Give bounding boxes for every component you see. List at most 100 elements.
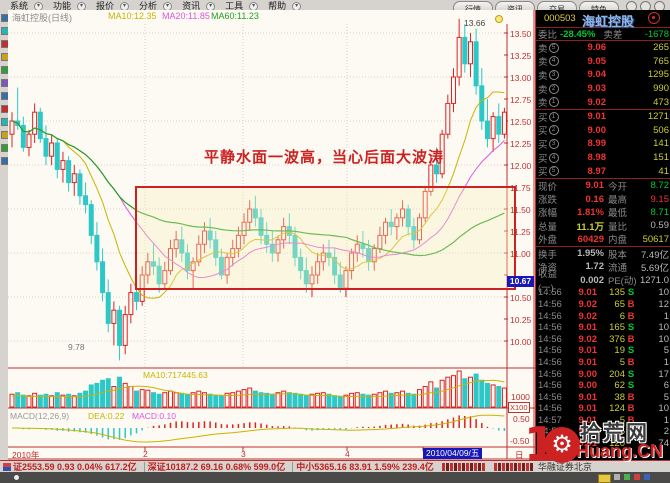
tick-volume: 38 — [614, 391, 625, 403]
tick-row-2[interactable]: 14:56 9.02 6 B 1 — [536, 310, 670, 322]
tick-time: 14:56 — [538, 380, 562, 392]
menu-item-2[interactable]: 报价 — [96, 1, 115, 11]
top-button-1[interactable]: 资讯 — [495, 1, 535, 10]
menubar: 系统 ▾ 功能 ▾ 报价 ▾ 分析 ▾ 资讯 ▾ 工具 ▾ 帮助 ▾ 行情 资讯 交易 特色 — [0, 0, 670, 11]
volume-bars-group — [9, 370, 507, 408]
menu-item-1[interactable]: 功能 — [53, 1, 72, 11]
ma60-line — [11, 120, 505, 257]
bid-price: 8.99 — [587, 138, 607, 150]
ask-volume: 265 — [653, 42, 669, 54]
ask-row-3[interactable]: 卖 2 9.03 990 — [536, 82, 670, 96]
info-row-3: 总量 11.1万 量比 0.59 — [536, 219, 670, 233]
tick-volume: 6 — [619, 310, 625, 322]
menu-item-3[interactable]: 分析 — [139, 1, 158, 11]
tick-row-9[interactable]: 14:56 9.01 38 B 5 — [536, 391, 670, 403]
info-value: 9.01 — [585, 180, 605, 192]
window-close-button[interactable] — [654, 1, 665, 10]
tick-flag: B — [627, 310, 635, 322]
tick-price: 9.01 — [578, 414, 598, 426]
bid-label: 买 — [538, 153, 548, 165]
menu-dropdown-icon[interactable]: ▾ — [163, 2, 173, 10]
tick-row-11[interactable]: 14:57 9.01 5 B 1 — [536, 415, 670, 427]
tick-price: 9.01 — [578, 391, 598, 403]
price-tick-label: 12.75 — [510, 95, 532, 105]
statusbar: 证2553.59 0.93 0.04% 617.2亿 深证10187.2 69.1… — [0, 460, 670, 473]
ask-level-num: 5 — [548, 42, 559, 53]
tick-row-4[interactable]: 14:56 9.02 376 B 10 — [536, 333, 670, 345]
tick-row-12[interactable]: 14:57 9.01 16 2 — [536, 426, 670, 438]
price-tick-label: 10.50 — [510, 293, 532, 303]
quote-panel: 000503 海虹控股 委比 -28.45% 卖差 -1678 卖 5 9.06 26… — [535, 10, 670, 460]
top-button-0[interactable]: 行情 — [453, 1, 493, 10]
info-row-4: 外盘 60429 内盘 50617 — [536, 233, 670, 247]
tick-row-0[interactable]: 14:56 9.01 135 S 10 — [536, 287, 670, 299]
tick-row-13[interactable]: 14:57 9.01 120 74 — [536, 438, 670, 450]
candlestick-chart[interactable] — [8, 10, 535, 460]
bid-row-2[interactable]: 买 3 8.99 141 — [536, 137, 670, 151]
ask-level-num: 2 — [548, 83, 559, 94]
info-label: 总量 — [538, 221, 558, 233]
top-button-2[interactable]: 交易 — [537, 1, 577, 10]
tick-time: 14:56 — [538, 298, 562, 310]
tick-time: 14:57 — [538, 414, 562, 426]
bid-volume: 506 — [653, 124, 669, 136]
info-value: 1.95% — [577, 248, 604, 260]
info-label: 涨幅 — [538, 208, 558, 220]
time-axis-month: 2 — [143, 449, 148, 459]
info-value: 5.69亿 — [641, 262, 669, 274]
ask-row-0[interactable]: 卖 5 9.06 265 — [536, 41, 670, 55]
tick-count: 10 — [658, 403, 669, 415]
tick-flag: S — [627, 380, 635, 392]
menu-item-4[interactable]: 资讯 — [182, 1, 201, 11]
tick-row-8[interactable]: 14:56 9.00 62 S 6 — [536, 380, 670, 392]
bid-row-4[interactable]: 买 5 8.97 41 — [536, 164, 670, 179]
tick-volume: 5 — [619, 414, 625, 426]
maicha-value: -1678 — [644, 28, 669, 40]
scroll-handle[interactable] — [14, 475, 19, 480]
menu-dropdown-icon[interactable]: ▾ — [120, 2, 130, 10]
tick-row-1[interactable]: 14:56 9.02 65 B 12 — [536, 299, 670, 311]
tray-icon-lock[interactable] — [614, 474, 620, 480]
broker-name: 华融证券北京 — [537, 462, 592, 472]
tick-row-7[interactable]: 14:56 9.00 204 S 17 — [536, 368, 670, 380]
chart-region[interactable]: 海虹控股(日线) MA10:12.35 MA20:11.85 MA60:11.2… — [8, 10, 535, 460]
menu-dropdown-icon[interactable]: ▾ — [77, 2, 87, 10]
window-minimize-button[interactable] — [640, 1, 651, 10]
weibi-value: -28.45% — [560, 28, 596, 40]
menu-dropdown-icon[interactable]: ▾ — [292, 2, 302, 10]
tick-count: 5 — [663, 391, 669, 403]
ask-row-2[interactable]: 卖 3 9.04 1295 — [536, 68, 670, 82]
bid-row-1[interactable]: 买 2 9.00 506 — [536, 124, 670, 138]
tick-row-3[interactable]: 14:56 9.01 165 S 10 — [536, 322, 670, 334]
bid-row-0[interactable]: 买 1 9.01 1271 — [536, 110, 670, 124]
tick-row-6[interactable]: 14:56 9.01 5 B 1 — [536, 357, 670, 369]
menu-dropdown-icon[interactable]: ▾ — [206, 2, 216, 10]
info-label: 外盘 — [538, 235, 558, 247]
bid-row-3[interactable]: 买 4 8.98 151 — [536, 151, 670, 165]
tray-icon-online[interactable] — [624, 474, 630, 480]
volume-ma-line — [11, 379, 505, 398]
window-help-button[interactable] — [626, 1, 637, 10]
menu-item-0[interactable]: 系统 — [10, 1, 29, 11]
ask-row-4[interactable]: 卖 1 9.02 473 — [536, 95, 670, 110]
menu-item-6[interactable]: 帮助 — [268, 1, 287, 11]
tick-row-5[interactable]: 14:56 9.01 19 S 5 — [536, 345, 670, 357]
tick-price: 9.01 — [578, 438, 598, 450]
ask-row-1[interactable]: 卖 4 9.05 765 — [536, 55, 670, 69]
ask-label: 卖 — [538, 84, 548, 96]
info-label: 涨跌 — [538, 195, 558, 207]
tray-icon-alert[interactable] — [634, 474, 640, 480]
tray-icon-network[interactable] — [644, 474, 650, 480]
status-divider — [143, 462, 145, 472]
menu-item-5[interactable]: 工具 — [225, 1, 244, 11]
info-row-2: 涨幅 1.81% 最低 8.71 — [536, 206, 670, 220]
mail-icon[interactable] — [598, 474, 611, 483]
menu-dropdown-icon[interactable]: ▾ — [249, 2, 259, 10]
tick-row-10[interactable]: 14:56 9.01 124 B 10 — [536, 403, 670, 415]
ask-label: 卖 — [538, 70, 548, 82]
info-row-6: 净资 1.72 流通 5.69亿 — [536, 260, 670, 274]
price-tick-label: 10.25 — [510, 315, 532, 325]
dea-line — [12, 414, 505, 443]
top-button-3[interactable]: 特色 — [579, 1, 619, 10]
menu-dropdown-icon[interactable]: ▾ — [34, 2, 44, 10]
